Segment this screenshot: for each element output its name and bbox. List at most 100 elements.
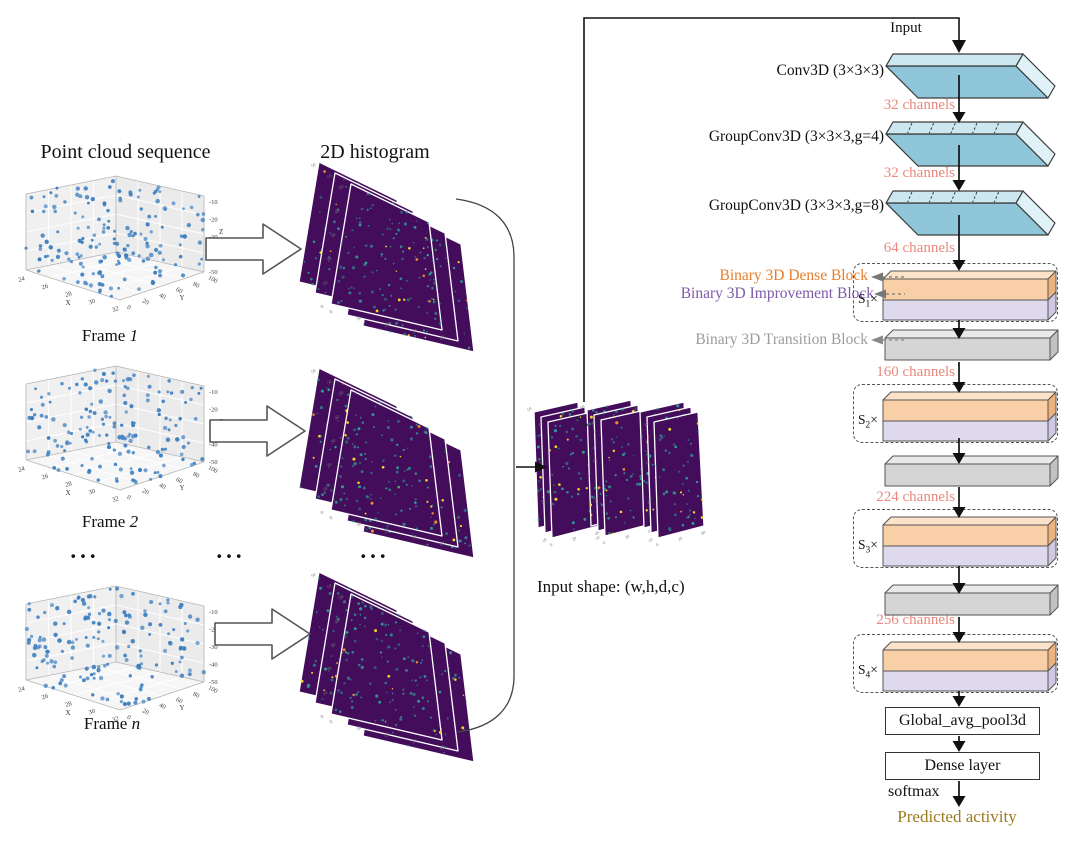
svg-text:100: 100 [207, 274, 219, 285]
frame-2-label: Frame 2 [10, 512, 210, 532]
svg-text:26: 26 [41, 283, 50, 292]
svg-text:100: 100 [207, 464, 219, 475]
transition-block-legend: Binary 3D Transition Block [695, 331, 868, 348]
svg-text:30: 30 [330, 438, 337, 445]
histogram-title: 2D histogram [320, 141, 430, 163]
svg-text:30: 30 [411, 328, 418, 335]
histogram-stack-n: 50 40 30 20 10 00 10 20 30 40 50 50 [298, 571, 475, 763]
point-cloud-plot-frame-n: -10 -20 -30 -40 -50 Z 24 26 28 30 32 X 0 20 40 60 80 100 Y [17, 585, 223, 724]
frame-n-label: Frame n [12, 714, 212, 734]
svg-text:0: 0 [126, 304, 132, 312]
svg-text:10: 10 [594, 534, 601, 541]
frames-ellipsis: ... [70, 538, 100, 563]
svg-text:30: 30 [88, 708, 96, 717]
svg-text:30: 30 [411, 738, 418, 745]
svg-text:20: 20 [326, 462, 333, 469]
svg-text:-50: -50 [209, 679, 218, 686]
svg-text:0: 0 [329, 310, 334, 316]
svg-text:0: 0 [602, 540, 607, 546]
stage-2-block: S2× [853, 384, 1058, 443]
svg-text:60: 60 [175, 476, 184, 485]
svg-text:30: 30 [88, 298, 96, 307]
stage-4-label: S4× [858, 662, 878, 681]
svg-text:0: 0 [320, 510, 325, 516]
histogram-stack-2: 50 40 30 20 10 00 10 20 30 40 50 50 [298, 367, 475, 559]
frame-2-prefix: Frame [81, 512, 130, 531]
stage-2-label: S2× [858, 412, 878, 431]
svg-text:50: 50 [326, 582, 333, 589]
stage-1-block: S1× [853, 263, 1058, 322]
stage-2-bars [882, 391, 1057, 442]
conv3d-slab [885, 53, 1056, 99]
svg-text:32: 32 [111, 715, 119, 724]
svg-text:24: 24 [17, 275, 26, 284]
svg-text:30: 30 [411, 534, 418, 541]
svg-text:28: 28 [64, 480, 72, 489]
svg-text:26: 26 [41, 473, 50, 482]
frame-1-label: Frame 1 [10, 326, 210, 346]
svg-text:80: 80 [191, 281, 200, 290]
svg-text:10: 10 [322, 690, 329, 697]
svg-text:40: 40 [439, 335, 446, 342]
svg-text:40: 40 [439, 745, 446, 752]
svg-text:20: 20 [571, 535, 578, 542]
channels-224: 224 channels [876, 489, 955, 505]
svg-text:10: 10 [322, 486, 329, 493]
svg-text:-40: -40 [209, 442, 218, 449]
svg-text:20: 20 [384, 322, 391, 329]
svg-text:Y: Y [179, 484, 184, 492]
svg-text:100: 100 [207, 684, 219, 695]
point-cloud-plot-frame-2: -10 -20 -30 -40 -50 Z 24 26 28 30 32 X 0 20 40 60 80 100 Y [17, 365, 223, 504]
transition-bar-2 [884, 455, 1059, 487]
svg-text:20: 20 [624, 533, 631, 540]
input-label: Input [890, 20, 922, 36]
channels-64: 64 channels [883, 240, 955, 256]
svg-text:40: 40 [537, 420, 544, 427]
svg-text:24: 24 [17, 465, 26, 474]
svg-text:20: 20 [593, 496, 600, 503]
svg-text:20: 20 [141, 707, 150, 716]
svg-text:80: 80 [191, 471, 200, 480]
point-cloud-title: Point cloud sequence [40, 141, 211, 163]
global-avg-pool3d-box: Global_avg_pool3d [885, 707, 1040, 735]
svg-text:50: 50 [310, 367, 317, 374]
svg-text:20: 20 [326, 256, 333, 263]
svg-text:-30: -30 [209, 234, 218, 241]
svg-text:0: 0 [549, 542, 554, 548]
svg-text:10: 10 [322, 280, 329, 287]
svg-text:-10: -10 [209, 199, 218, 206]
svg-text:Y: Y [179, 294, 184, 302]
svg-text:20: 20 [384, 528, 391, 535]
input-tensor-stack: 4030201002040504030201002040504030201002… [526, 399, 707, 548]
svg-text:-10: -10 [209, 389, 218, 396]
svg-text:0: 0 [126, 714, 132, 722]
svg-text:0: 0 [320, 714, 325, 720]
svg-text:40: 40 [158, 292, 167, 301]
svg-text:30: 30 [644, 459, 651, 466]
groupconv3d-g4-label: GroupConv3D (3×3×3,g=4) [708, 128, 884, 145]
svg-text:40: 40 [158, 702, 167, 711]
stage-3-label: S3× [858, 537, 878, 556]
svg-text:10: 10 [356, 521, 363, 528]
svg-text:Z: Z [219, 638, 223, 646]
svg-text:28: 28 [64, 290, 72, 299]
svg-text:10: 10 [356, 315, 363, 322]
svg-text:40: 40 [700, 529, 707, 536]
improvement-block-legend: Binary 3D Improvement Block [680, 285, 874, 302]
middle-ellipsis: ... [216, 538, 246, 563]
svg-text:40: 40 [643, 420, 650, 427]
svg-text:10: 10 [647, 536, 654, 543]
channels-256: 256 channels [876, 612, 955, 628]
svg-text:30: 30 [591, 457, 598, 464]
svg-text:-50: -50 [209, 459, 218, 466]
groupconv3d-g8-slab [885, 190, 1056, 236]
svg-text:X: X [65, 709, 70, 717]
frame-2-index: 2 [129, 512, 139, 531]
svg-text:50: 50 [310, 161, 317, 168]
svg-text:24: 24 [17, 685, 26, 694]
input-shape-label: Input shape: (w,h,d,c) [537, 577, 685, 596]
stage-4-block: S4× [853, 634, 1058, 693]
svg-text:10: 10 [356, 725, 363, 732]
svg-text:30: 30 [330, 642, 337, 649]
